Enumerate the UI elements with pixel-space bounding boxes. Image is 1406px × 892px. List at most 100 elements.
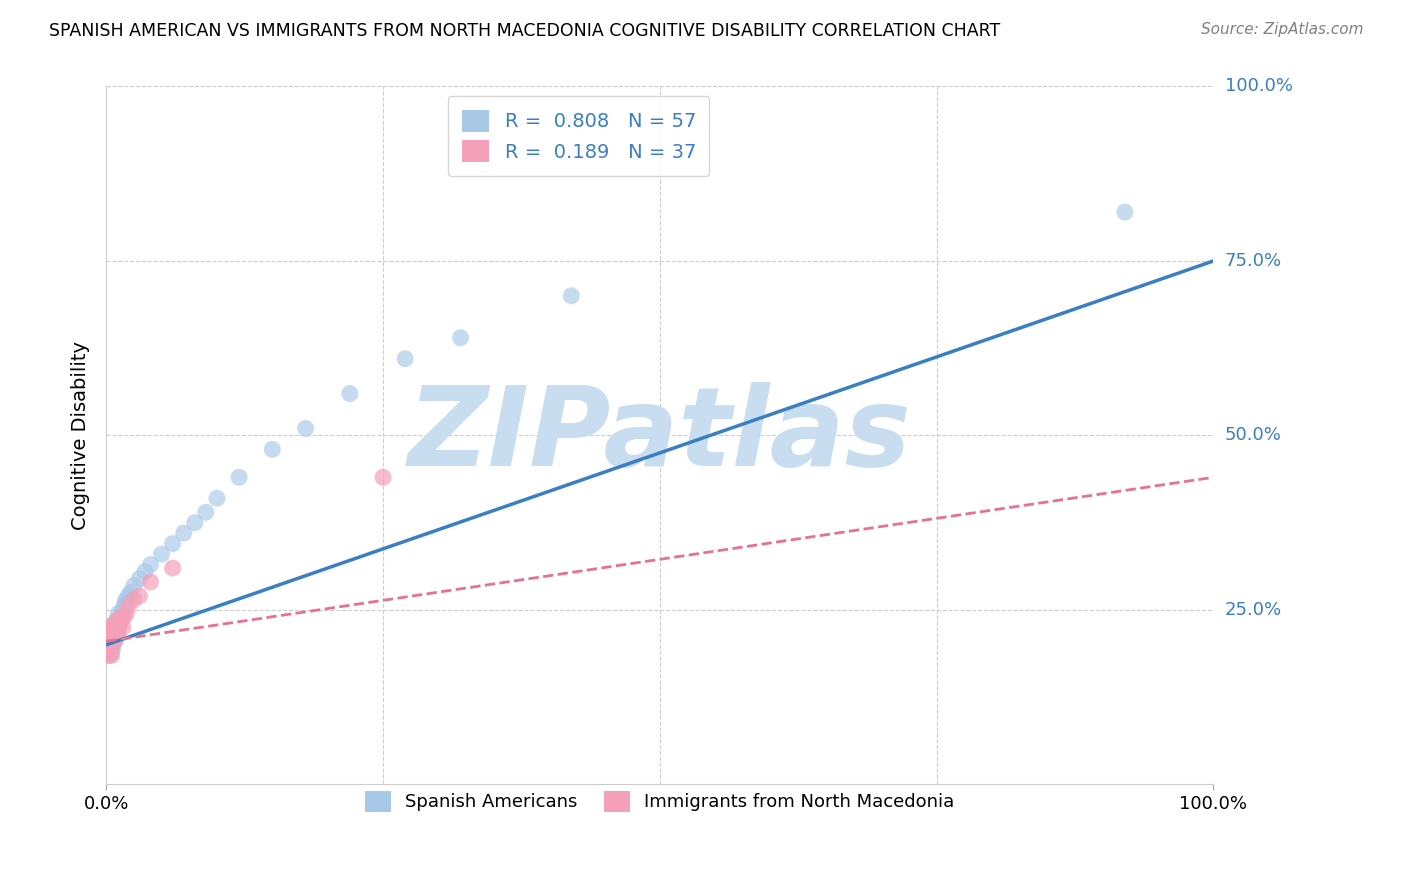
Point xyxy=(111,620,134,634)
Point xyxy=(1114,205,1136,219)
Point xyxy=(194,505,217,519)
Point xyxy=(115,607,138,621)
Point xyxy=(111,603,134,617)
Point xyxy=(108,616,131,631)
Point xyxy=(97,624,120,638)
Point xyxy=(105,616,128,631)
Point xyxy=(107,624,129,638)
Point xyxy=(162,561,184,575)
Point xyxy=(97,638,120,652)
Point xyxy=(139,558,162,572)
Point xyxy=(103,634,125,648)
Point xyxy=(101,631,124,645)
Point xyxy=(122,578,145,592)
Point xyxy=(98,627,121,641)
Point xyxy=(173,526,195,541)
Point xyxy=(120,585,142,599)
Point xyxy=(96,645,118,659)
Point xyxy=(105,631,128,645)
Text: SPANISH AMERICAN VS IMMIGRANTS FROM NORTH MACEDONIA COGNITIVE DISABILITY CORRELA: SPANISH AMERICAN VS IMMIGRANTS FROM NORT… xyxy=(49,22,1001,40)
Point xyxy=(162,536,184,550)
Point xyxy=(104,631,127,645)
Point xyxy=(103,631,125,645)
Point xyxy=(96,627,118,641)
Point xyxy=(115,592,138,607)
Text: 75.0%: 75.0% xyxy=(1225,252,1282,270)
Point xyxy=(112,599,135,614)
Point xyxy=(228,470,250,484)
Point xyxy=(560,289,582,303)
Point xyxy=(114,596,136,610)
Point xyxy=(97,631,120,645)
Point xyxy=(100,624,122,638)
Point xyxy=(100,648,122,663)
Point xyxy=(117,599,139,614)
Point xyxy=(205,491,228,506)
Point xyxy=(117,596,139,610)
Point xyxy=(104,616,127,631)
Point xyxy=(100,645,122,659)
Point xyxy=(294,421,316,435)
Point xyxy=(108,616,131,631)
Point xyxy=(98,648,121,663)
Point xyxy=(134,565,156,579)
Point xyxy=(262,442,284,457)
Point xyxy=(105,627,128,641)
Text: ZIPatlas: ZIPatlas xyxy=(408,382,911,489)
Point xyxy=(98,641,121,656)
Point xyxy=(100,627,122,641)
Point xyxy=(128,589,150,603)
Point xyxy=(96,641,118,656)
Point xyxy=(100,638,122,652)
Point xyxy=(371,470,394,484)
Point xyxy=(103,624,125,638)
Y-axis label: Cognitive Disability: Cognitive Disability xyxy=(72,341,90,530)
Point xyxy=(96,627,118,641)
Point xyxy=(97,645,120,659)
Point xyxy=(111,607,134,621)
Point xyxy=(100,624,122,638)
Point xyxy=(103,616,125,631)
Point xyxy=(150,547,173,561)
Point xyxy=(110,610,132,624)
Point xyxy=(122,592,145,607)
Point xyxy=(110,614,132,628)
Point xyxy=(112,610,135,624)
Point xyxy=(394,351,416,366)
Point xyxy=(96,634,118,648)
Point xyxy=(139,574,162,589)
Text: Source: ZipAtlas.com: Source: ZipAtlas.com xyxy=(1201,22,1364,37)
Point xyxy=(97,641,120,656)
Point xyxy=(101,641,124,656)
Point xyxy=(105,616,128,631)
Point xyxy=(128,572,150,586)
Point xyxy=(105,614,128,628)
Point xyxy=(100,638,122,652)
Point xyxy=(184,516,207,530)
Point xyxy=(100,627,122,641)
Point xyxy=(104,620,127,634)
Point xyxy=(97,624,120,638)
Point xyxy=(100,638,122,652)
Point xyxy=(105,627,128,641)
Text: 100.0%: 100.0% xyxy=(1225,78,1292,95)
Point xyxy=(105,627,128,641)
Text: 50.0%: 50.0% xyxy=(1225,426,1281,444)
Point xyxy=(101,634,124,648)
Text: 25.0%: 25.0% xyxy=(1225,601,1282,619)
Point xyxy=(98,620,121,634)
Point xyxy=(111,610,134,624)
Point xyxy=(107,620,129,634)
Point xyxy=(105,614,128,628)
Point xyxy=(97,648,120,663)
Point xyxy=(98,634,121,648)
Point xyxy=(96,638,118,652)
Legend: Spanish Americans, Immigrants from North Macedonia: Spanish Americans, Immigrants from North… xyxy=(353,778,967,824)
Point xyxy=(100,631,122,645)
Point xyxy=(98,641,121,656)
Point xyxy=(450,331,472,345)
Point xyxy=(107,607,129,621)
Point xyxy=(101,624,124,638)
Point xyxy=(117,589,139,603)
Point xyxy=(339,386,361,401)
